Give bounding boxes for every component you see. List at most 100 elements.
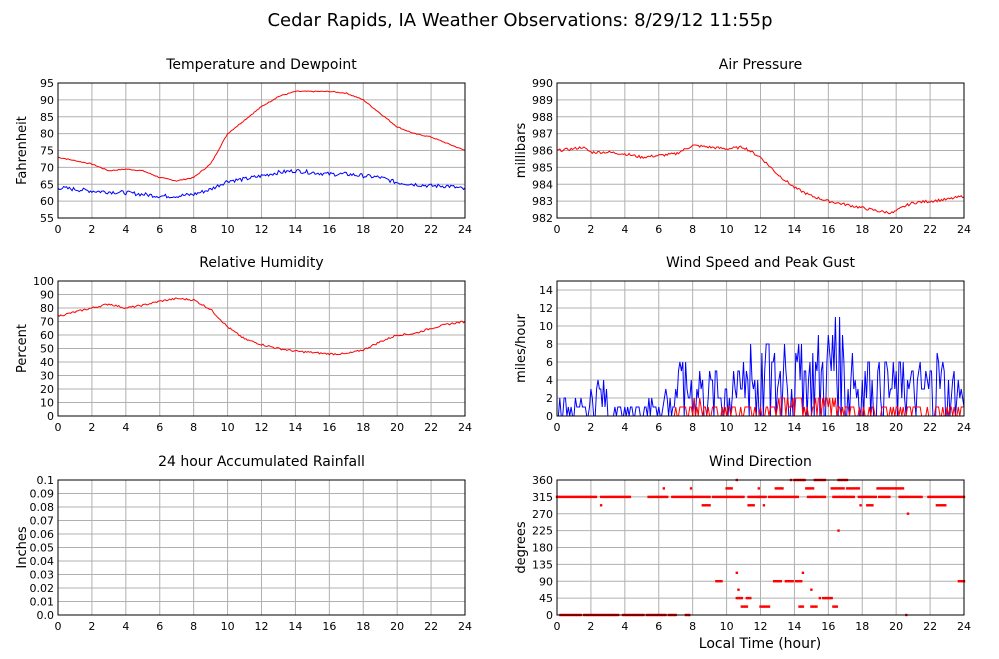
plot-frame (556, 479, 965, 616)
x-tick-label: 18 (855, 223, 869, 236)
x-tick-label: 24 (458, 223, 472, 236)
data-point (608, 495, 611, 499)
data-point (844, 495, 847, 499)
y-tick-label: 10 (539, 320, 553, 333)
panel-title: Temperature and Dewpoint (165, 57, 357, 73)
data-point (738, 495, 742, 499)
x-tick-label: 20 (390, 421, 404, 434)
x-tick-label: 12 (754, 620, 768, 633)
data-point (800, 605, 803, 608)
data-point (920, 495, 923, 499)
data-point (808, 487, 811, 490)
data-point (679, 495, 682, 499)
data-point (954, 495, 957, 499)
data-point (688, 495, 691, 499)
y-tick-label: 20 (40, 383, 54, 396)
data-point (560, 495, 564, 499)
y-tick-label: 75 (40, 145, 54, 158)
data-point (837, 529, 840, 532)
data-point (703, 495, 706, 499)
data-point (806, 495, 810, 499)
x-tick-label: 22 (424, 421, 438, 434)
data-point (778, 487, 781, 490)
data-point (806, 487, 810, 490)
data-point (833, 495, 837, 499)
data-point (571, 495, 574, 499)
data-point (810, 588, 813, 591)
data-point (937, 495, 940, 499)
y-tick-label: 45 (539, 592, 553, 605)
data-point (878, 495, 881, 499)
y-tick-label: 0.0 (37, 609, 55, 622)
data-point (745, 596, 749, 600)
data-point (891, 487, 894, 490)
data-point (959, 580, 962, 583)
data-point (752, 495, 755, 499)
data-point (810, 487, 813, 490)
data-point (715, 580, 718, 583)
y-tick-label: 983 (532, 195, 553, 208)
data-point (742, 605, 745, 608)
x-tick-label: 20 (889, 223, 903, 236)
y-tick-label: 987 (532, 128, 553, 141)
data-point (813, 605, 816, 608)
data-point (562, 495, 565, 499)
data-point (611, 495, 615, 499)
data-point (605, 495, 608, 499)
data-point (593, 495, 596, 499)
data-point (750, 495, 754, 499)
data-point (599, 495, 603, 499)
data-point (703, 504, 706, 507)
data-point (840, 487, 844, 490)
series-line-pressure-0 (556, 144, 965, 215)
y-tick-label: 984 (532, 178, 553, 191)
y-tick-label: 0.1 (37, 474, 55, 487)
data-point (774, 580, 777, 583)
x-tick-label: 8 (190, 223, 197, 236)
data-point (713, 495, 716, 499)
data-point (747, 504, 750, 507)
data-point (944, 495, 947, 499)
y-tick-label: 90 (40, 94, 54, 107)
y-tick-label: 90 (40, 289, 54, 302)
data-point (825, 596, 828, 600)
data-point (564, 495, 567, 499)
data-point (618, 495, 621, 499)
data-point (835, 605, 838, 608)
data-point (847, 495, 850, 499)
x-tick-label: 18 (356, 223, 370, 236)
x-tick-label: 2 (88, 620, 95, 633)
data-point (957, 580, 961, 583)
data-point (801, 605, 805, 608)
data-point (649, 495, 652, 499)
x-tick-label: 2 (587, 223, 594, 236)
data-point (798, 580, 801, 583)
x-tick-label: 0 (55, 223, 62, 236)
data-point (823, 596, 827, 600)
data-point (732, 495, 735, 499)
data-point (689, 495, 693, 499)
grid-lines (556, 479, 965, 616)
data-point (801, 571, 805, 574)
x-tick-label: 18 (356, 421, 370, 434)
data-point (762, 504, 766, 507)
data-point (950, 495, 954, 499)
data-point (879, 495, 883, 499)
data-point (774, 495, 777, 499)
y-tick-label: 65 (40, 178, 54, 191)
data-point (744, 605, 747, 608)
data-point (627, 495, 630, 499)
y-tick-label: 988 (532, 111, 553, 124)
data-point (727, 487, 730, 490)
data-point (767, 495, 771, 499)
data-point (572, 495, 576, 499)
data-point (706, 504, 710, 507)
data-point (871, 504, 874, 507)
data-point (762, 495, 766, 499)
y-tick-label: 70 (40, 316, 54, 329)
y-tick-label: 12 (539, 302, 553, 315)
data-point (832, 487, 835, 490)
x-tick-label: 12 (754, 223, 768, 236)
plot-frame (556, 280, 965, 417)
x-tick-label: 24 (957, 421, 971, 434)
